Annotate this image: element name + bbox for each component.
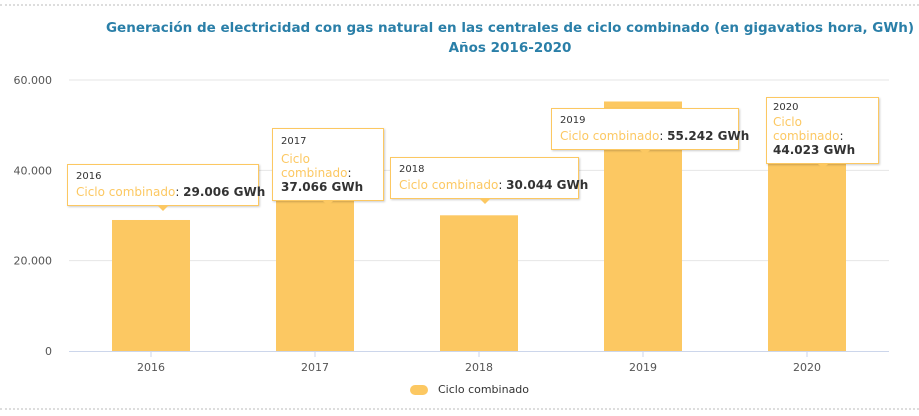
tooltip-year: 2018 [399,164,425,175]
y-tick-label: 40.000 [14,164,53,177]
tooltip-label: Ciclo combinado [773,115,840,143]
tooltip-label: Ciclo combinado [76,185,176,199]
tooltip-year: 2019 [560,115,586,126]
tooltip-label: Ciclo combinado [281,152,348,180]
top-divider [0,4,919,6]
tooltip-year: 2017 [281,136,307,147]
tooltip-value: 44.023 GWh [773,143,856,157]
x-tick-label: 2020 [793,361,821,374]
bar-2018[interactable] [440,215,518,351]
subtitle-line: Años 2016-2020 [448,40,572,56]
tooltip-year: 2020 [773,102,799,113]
bar-2017[interactable] [276,183,354,351]
y-tick-label: 60.000 [14,74,53,87]
tooltip-label: Ciclo combinado [399,178,499,192]
tooltip-2017: 2017 Ciclo combinado: 37.066 GWh [272,128,384,206]
bottom-divider [0,408,919,410]
x-tick-label: 2019 [629,361,657,374]
legend-label: Ciclo combinado [438,383,530,396]
bar-2016[interactable] [112,219,190,351]
title-line: Generación de electricidad con gas natur… [105,20,915,36]
tooltip-value: 55.242 GWh [667,129,750,143]
tooltip-value: 29.006 GWh [183,185,266,199]
tooltip-2018: 2018 Ciclo combinado: 30.044 GWh [390,157,588,204]
bar-2020[interactable] [768,152,846,351]
tooltip-2020: 2020 Ciclo combinado: 44.023 GWh [766,97,879,169]
tooltip-2019: 2019 Ciclo combinado: 55.242 GWh [551,108,749,155]
chart-title: Generación de electricidad con gas natur… [100,18,919,58]
tooltip-year: 2016 [76,171,102,182]
tooltip-label: Ciclo combinado [560,129,660,143]
y-tick-label: 0 [45,345,52,358]
legend-swatch [410,384,428,395]
legend-item-ciclo-combinado[interactable]: Ciclo combinado [410,383,529,396]
tooltip-value: 37.066 GWh [281,180,364,194]
x-tick-label: 2016 [137,361,165,374]
y-tick-label: 20.000 [14,255,53,268]
x-tick-label: 2018 [465,361,493,374]
tooltip-2016: 2016 Ciclo combinado: 29.006 GWh [67,164,265,211]
tooltip-value: 30.044 GWh [506,178,589,192]
x-tick-label: 2017 [301,361,329,374]
